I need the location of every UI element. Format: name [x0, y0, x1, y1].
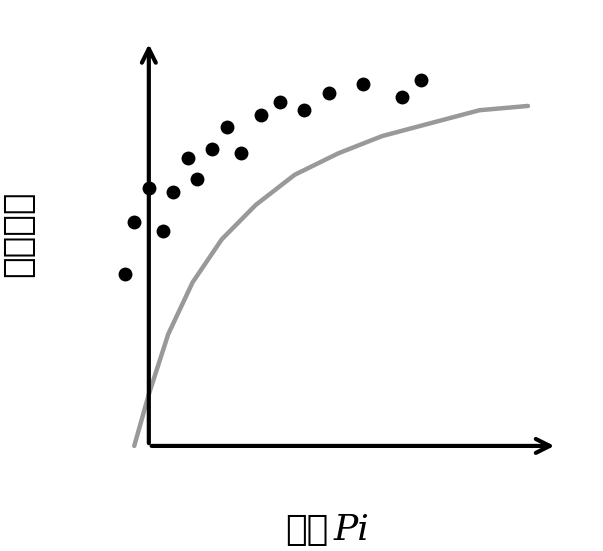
Point — [236, 149, 246, 158]
Text: Pi: Pi — [334, 514, 370, 548]
Point — [144, 183, 154, 192]
Point — [120, 269, 130, 278]
Point — [222, 123, 232, 132]
Point — [168, 187, 178, 196]
Point — [159, 226, 168, 235]
Point — [256, 110, 265, 119]
Point — [183, 153, 192, 162]
Point — [397, 93, 406, 102]
Point — [416, 75, 426, 84]
Point — [207, 144, 217, 153]
Text: 匹配概率: 匹配概率 — [2, 191, 36, 278]
Point — [130, 218, 139, 226]
Point — [324, 89, 333, 98]
Point — [275, 97, 285, 106]
Text: 参数: 参数 — [285, 514, 329, 548]
Point — [358, 80, 368, 89]
Point — [192, 175, 202, 183]
Point — [300, 106, 309, 115]
